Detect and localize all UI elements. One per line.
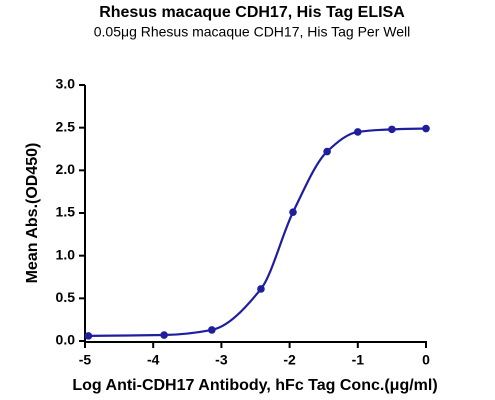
data-point xyxy=(160,331,168,339)
y-tick-label: 1.5 xyxy=(56,204,76,220)
chart-subtitle: 0.05μg Rhesus macaque CDH17, His Tag Per… xyxy=(94,24,410,40)
data-point xyxy=(257,285,265,293)
y-axis-label: Mean Abs.(OD450) xyxy=(24,143,41,284)
x-tick-label: -5 xyxy=(79,352,92,368)
data-point xyxy=(388,125,396,134)
data-point xyxy=(323,147,331,156)
fit-curve xyxy=(88,127,427,337)
x-tick-label: -2 xyxy=(283,352,296,368)
y-tick-label: 1.0 xyxy=(56,246,76,262)
chart-title: Rhesus macaque CDH17, His Tag ELISA xyxy=(99,4,405,21)
y-tick-label: 2.0 xyxy=(56,161,76,177)
x-tick-label: -3 xyxy=(215,352,228,368)
y-tick-label: 0.0 xyxy=(56,332,76,348)
x-tick-label: -1 xyxy=(352,352,365,368)
y-tick-label: 3.0 xyxy=(56,76,76,92)
x-tick-label: -4 xyxy=(147,352,160,368)
data-point xyxy=(422,124,430,133)
x-tick-label: 0 xyxy=(422,352,430,368)
x-axis-label: Log Anti-CDH17 Antibody, hFc Tag Conc.(μ… xyxy=(72,377,437,394)
data-point xyxy=(289,208,297,216)
data-point xyxy=(354,128,362,136)
data-point xyxy=(208,326,216,334)
data-point xyxy=(84,332,93,340)
y-tick-label: 2.5 xyxy=(56,118,76,134)
y-tick-label: 0.5 xyxy=(56,289,76,305)
